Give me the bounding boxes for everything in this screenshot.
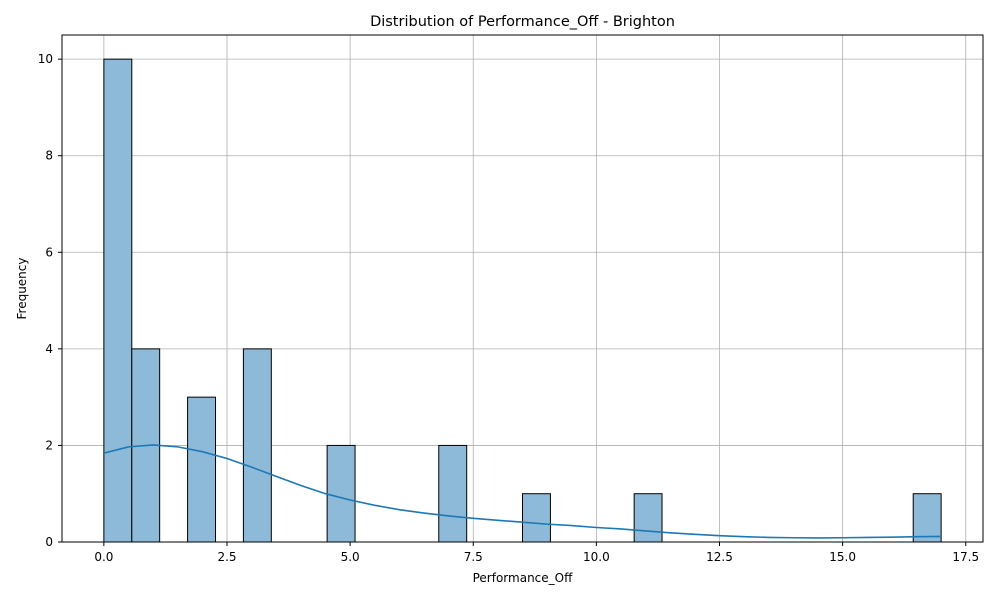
y-tick-label: 6 <box>45 245 53 259</box>
y-tick-label: 2 <box>45 438 53 452</box>
x-axis-label: Performance_Off <box>473 571 573 585</box>
bars-layer <box>103 58 942 543</box>
y-tick-label: 0 <box>45 535 53 549</box>
histogram-bar <box>242 348 272 543</box>
y-tick-label: 8 <box>45 149 53 163</box>
x-tick-label: 10.0 <box>583 550 610 564</box>
y-tick-label: 10 <box>38 52 53 66</box>
ticks-layer: 0.0 2.5 5.0 7.5 10.0 12.5 15.0 17.5 0 2 4 6 8 10 <box>38 52 979 564</box>
histogram-bar <box>522 493 551 543</box>
y-axis-label: Frequency <box>15 258 29 320</box>
x-tick-label: 17.5 <box>952 550 979 564</box>
kde-curve <box>103 444 942 539</box>
y-tick-label: 4 <box>45 342 53 356</box>
plot-frame <box>61 34 984 543</box>
x-tick-label: 5.0 <box>341 550 360 564</box>
x-tick-label: 7.5 <box>464 550 483 564</box>
histogram-bar <box>633 493 663 543</box>
grid-layer <box>62 35 983 543</box>
x-tick-label: 12.5 <box>706 550 733 564</box>
histogram-bar <box>103 58 133 543</box>
x-tick-label: 2.5 <box>217 550 236 564</box>
histogram-bar <box>912 493 942 543</box>
histogram-bar <box>326 444 356 543</box>
histogram-bar <box>438 444 468 543</box>
chart-title: Distribution of Performance_Off - Bright… <box>370 14 675 30</box>
kde-layer <box>103 444 942 539</box>
x-tick-label: 0.0 <box>94 550 113 564</box>
histogram-bar <box>187 396 217 543</box>
x-tick-label: 15.0 <box>829 550 856 564</box>
